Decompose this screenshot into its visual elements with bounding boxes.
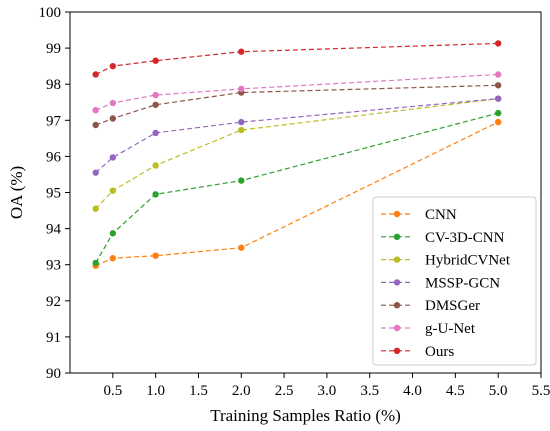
data-point [238, 85, 245, 93]
y-tick-label: 100 [39, 5, 62, 21]
y-tick-label: 90 [46, 366, 61, 382]
y-tick-label: 96 [46, 149, 62, 165]
data-point [109, 154, 117, 161]
data-point [152, 101, 159, 108]
data-point [152, 252, 159, 259]
legend-box [372, 196, 537, 366]
series-cv-3d-cnn [92, 109, 502, 267]
legend-marker [393, 233, 401, 240]
legend-label: CNN [425, 207, 457, 223]
data-point [152, 191, 159, 198]
data-point [109, 62, 117, 70]
legend-label: HybridCVNet [425, 253, 511, 269]
data-point [152, 129, 159, 137]
data-point [494, 71, 502, 78]
data-point [109, 187, 117, 194]
x-tick-label: 3.0 [318, 383, 337, 399]
data-point [152, 91, 159, 99]
y-tick-label: 99 [46, 41, 61, 57]
data-point [92, 121, 99, 129]
data-point [494, 95, 502, 102]
data-point [92, 205, 99, 212]
legend-marker [393, 347, 401, 354]
series-g-u-net [92, 71, 502, 114]
tick-labels: 0.5 1.0 1.5 2.0 2.5 3.0 3.5 4.0 4.5 5.0 5.5 90 91 92 9… [39, 5, 550, 399]
x-tick-label: 5.0 [489, 383, 508, 399]
legend-marker [393, 279, 401, 286]
y-tick-label: 98 [46, 77, 61, 93]
y-tick-label: 97 [46, 113, 62, 129]
series-ours [92, 40, 502, 78]
x-tick-label: 2.5 [275, 383, 294, 399]
legend-item-cnn: CNN [381, 207, 457, 223]
data-point [238, 48, 245, 55]
legend-item-dmsger: DMSGer [381, 298, 480, 314]
data-point [238, 126, 245, 134]
series-dmsger [92, 82, 502, 129]
data-point [92, 106, 99, 114]
series-line-cnn [95, 121, 499, 267]
y-tick-label: 94 [46, 222, 62, 238]
data-point [494, 82, 502, 89]
data-point [238, 244, 245, 251]
x-tick-label: 1.5 [189, 383, 208, 399]
legend-label: CV-3D-CNN [425, 230, 505, 246]
data-point [152, 162, 159, 169]
data-point [92, 71, 99, 78]
series-mssp-gcn [92, 95, 502, 176]
series-line-ours [95, 42, 499, 75]
legend-label: DMSGer [425, 298, 480, 314]
data-point [152, 57, 159, 64]
y-axis-title: OA (%) [7, 166, 26, 219]
data-point [109, 99, 117, 107]
y-tick-label: 92 [46, 294, 61, 310]
data-point [238, 118, 245, 126]
series-line-g-u-net [95, 73, 499, 111]
legend-marker [393, 256, 401, 263]
legend-label: g-U-Net [425, 321, 476, 337]
data-point [238, 177, 245, 184]
legend-item-hybridcvnet: HybridCVNet [381, 253, 511, 269]
x-tick-label: 5.5 [532, 383, 550, 399]
data-point [494, 40, 502, 47]
y-tick-label: 91 [46, 330, 61, 346]
series-layer [92, 40, 502, 269]
data-point [109, 255, 117, 262]
legend-marker [393, 210, 401, 218]
legend-label: MSSP-GCN [425, 275, 500, 291]
data-point [109, 230, 117, 237]
x-tick-label: 1.0 [146, 383, 165, 399]
legend-item-cv-3d-cnn: CV-3D-CNN [381, 230, 505, 246]
legend-label: Ours [425, 344, 454, 360]
legend: CNN CV-3D-CNN HybridCVNet MSSP-GCN DMSGer g-U… [372, 196, 537, 366]
series-line-dmsger [95, 84, 499, 126]
data-point [109, 115, 117, 122]
x-tick-label: 0.5 [103, 383, 122, 399]
legend-marker [393, 302, 401, 309]
data-point [494, 109, 502, 117]
x-tick-label: 4.0 [403, 383, 422, 399]
legend-item-ours: Ours [381, 344, 454, 360]
y-tick-label: 93 [46, 258, 61, 274]
legend-marker [393, 324, 401, 332]
legend-item-mssp-gcn: MSSP-GCN [381, 275, 500, 291]
data-point [92, 259, 99, 267]
data-point [92, 169, 99, 176]
x-axis-title: Training Samples Ratio (%) [210, 406, 401, 425]
legend-item-g-u-net: g-U-Net [381, 321, 476, 337]
x-tick-label: 3.5 [360, 383, 379, 399]
data-point [494, 118, 502, 126]
x-tick-label: 2.0 [232, 383, 251, 399]
x-tick-label: 4.5 [446, 383, 465, 399]
y-tick-label: 95 [46, 186, 61, 202]
